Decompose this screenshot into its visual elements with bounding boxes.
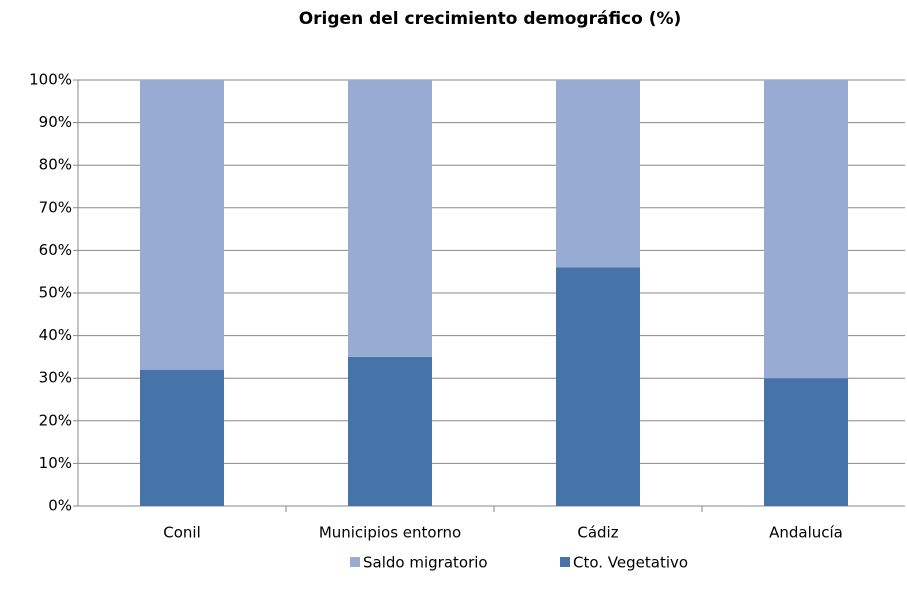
legend-swatch bbox=[560, 557, 570, 567]
y-tick-label: 20% bbox=[39, 411, 72, 429]
legend-swatch bbox=[350, 557, 360, 567]
y-tick-label: 70% bbox=[39, 198, 72, 216]
y-tick-label: 100% bbox=[29, 71, 72, 89]
bar-segment bbox=[348, 80, 432, 357]
y-tick-label: 80% bbox=[39, 156, 72, 174]
bar-segment bbox=[556, 80, 640, 268]
y-tick-label: 10% bbox=[39, 454, 72, 472]
y-tick-label: 60% bbox=[39, 241, 72, 259]
legend-label: Cto. Vegetativo bbox=[573, 554, 688, 572]
bar-segment bbox=[140, 80, 224, 370]
y-tick-label: 90% bbox=[39, 113, 72, 131]
bar-segment bbox=[140, 369, 224, 506]
x-tick-label: Cádiz bbox=[577, 524, 618, 542]
x-tick-label: Municipios entorno bbox=[319, 524, 461, 542]
y-tick-label: 30% bbox=[39, 369, 72, 387]
bar-segment bbox=[556, 267, 640, 506]
bar-segment bbox=[348, 356, 432, 506]
y-tick-label: 40% bbox=[39, 326, 72, 344]
y-tick-label: 0% bbox=[48, 497, 72, 515]
x-tick-label: Conil bbox=[163, 524, 201, 542]
x-tick-label: Andalucía bbox=[769, 524, 843, 542]
bar-segment bbox=[764, 378, 848, 506]
bar-segment bbox=[764, 80, 848, 379]
legend-label: Saldo migratorio bbox=[363, 554, 488, 572]
y-tick-label: 50% bbox=[39, 284, 72, 302]
chart-title: Origen del crecimiento demográfico (%) bbox=[299, 9, 682, 29]
